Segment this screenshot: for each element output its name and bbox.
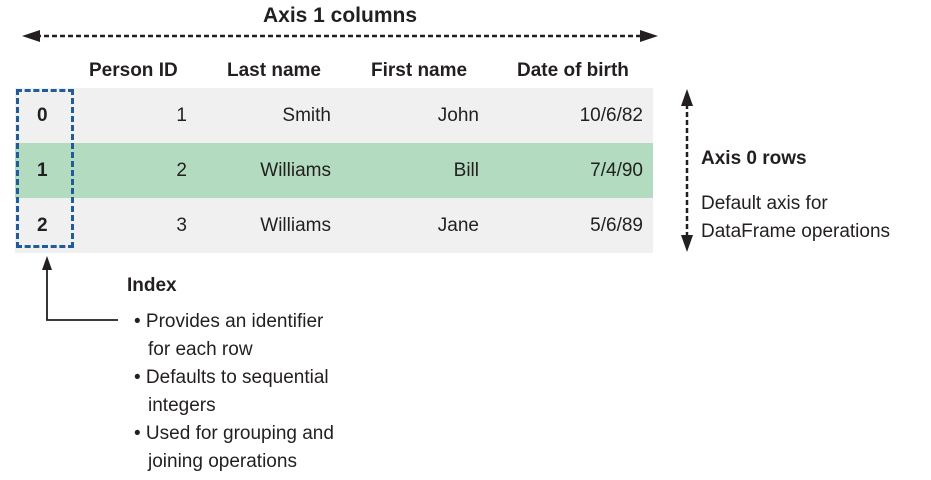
column-header-date-of-birth: Date of birth: [517, 60, 629, 81]
column-header-first-name: First name: [371, 60, 468, 81]
index-bullet-2: • Defaults to sequential: [134, 367, 329, 388]
cell-last-name: Smith: [282, 105, 331, 126]
cell-person-id: 2: [176, 160, 187, 181]
column-header-person-id: Person ID: [89, 60, 178, 81]
axis0-arrow: [681, 89, 693, 252]
cell-person-id: 1: [176, 105, 187, 126]
axis0-description-line1: Default axis for: [701, 193, 828, 214]
cell-first-name: Jane: [437, 215, 479, 236]
index-connector-arrow: [42, 256, 118, 321]
row-index-label: 1: [37, 160, 48, 181]
index-column-outline: [16, 89, 74, 248]
axis0-title: Axis 0 rows: [701, 148, 807, 169]
cell-last-name: Williams: [260, 215, 331, 236]
axis1-arrow: [22, 30, 658, 42]
cell-last-name: Williams: [260, 160, 331, 181]
cell-person-id: 3: [176, 215, 187, 236]
cell-date-of-birth: 5/6/89: [590, 215, 643, 236]
cell-first-name: Bill: [453, 160, 479, 181]
index-bullet-2-cont: integers: [148, 395, 216, 416]
axis1-title: Axis 1 columns: [262, 4, 418, 27]
index-bullet-3: • Used for grouping and: [134, 423, 334, 444]
column-header-last-name: Last name: [227, 60, 321, 81]
cell-date-of-birth: 7/4/90: [590, 160, 643, 181]
index-bullet-1-cont: for each row: [148, 339, 253, 360]
index-title: Index: [127, 275, 177, 296]
cell-date-of-birth: 10/6/82: [579, 105, 643, 126]
cell-first-name: John: [437, 105, 479, 126]
index-bullet-1: • Provides an identifier: [134, 311, 324, 332]
row-index-label: 0: [37, 105, 48, 126]
table-row: 2 3 Williams Jane 5/6/89: [15, 198, 653, 253]
index-bullet-3-cont: joining operations: [148, 451, 297, 472]
row-index-label: 2: [37, 215, 48, 236]
table-row: 0 1 Smith John 10/6/82: [15, 88, 653, 143]
axis0-description-line2: DataFrame operations: [701, 221, 891, 242]
table-row-highlighted: 1 2 Williams Bill 7/4/90: [15, 143, 653, 198]
